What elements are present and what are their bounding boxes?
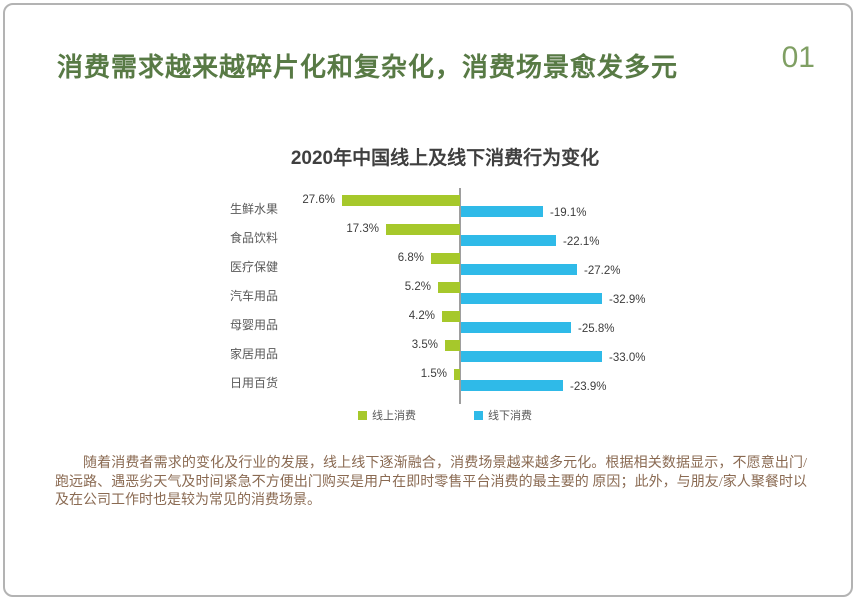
offline-bar: [461, 322, 571, 333]
online-value-label: 3.5%: [411, 339, 438, 351]
category-label: 食品饮料: [230, 231, 279, 245]
chart-title: 2020年中国线上及线下消费行为变化: [290, 148, 600, 169]
chart-legend: 线上消费 线下消费: [230, 407, 660, 423]
offline-bar: [461, 380, 563, 391]
offline-value-label: -27.2%: [584, 265, 621, 277]
online-bar: [454, 369, 460, 380]
online-value-label: 4.2%: [408, 310, 435, 322]
online-bar: [386, 224, 460, 235]
category-label: 生鲜水果: [230, 202, 279, 216]
legend-item: 线上消费: [358, 407, 416, 423]
category-label: 日用百货: [230, 376, 279, 390]
legend-item: 线下消费: [474, 407, 532, 423]
page-number: 01: [781, 41, 815, 74]
online-value-label: 27.6%: [302, 194, 335, 206]
online-value-label: 1.5%: [420, 368, 447, 380]
offline-value-label: -19.1%: [550, 207, 587, 219]
online-bar: [342, 195, 460, 206]
offline-bar: [461, 235, 556, 246]
offline-bar: [461, 351, 602, 362]
category-label: 医疗保健: [230, 260, 279, 274]
offline-value-label: -23.9%: [570, 381, 607, 393]
online-bar: [442, 311, 460, 322]
online-value-label: 17.3%: [346, 223, 379, 235]
chart-plot: 生鲜水果 27.6% -19.1% 食品饮料 17.3% -22.1% 医疗保健 6.8% -2…: [230, 188, 660, 404]
offline-value-label: -32.9%: [609, 294, 646, 306]
online-bar: [438, 282, 460, 293]
category-label: 汽车用品: [230, 289, 279, 303]
category-label: 家居用品: [230, 347, 279, 361]
chart-axis-line: [459, 188, 461, 404]
body-paragraph: 随着消费者需求的变化及行业的发展，线上线下逐渐融合，消费场景越来越多元化。根据相…: [55, 456, 807, 508]
online-value-label: 6.8%: [397, 252, 424, 264]
slide-title: 消费需求越来越碎片化和复杂化，消费场景愈发多元: [57, 53, 679, 82]
online-bar: [445, 340, 460, 351]
legend-label: 线下消费: [488, 410, 532, 422]
online-value-label: 5.2%: [404, 281, 431, 293]
offline-value-label: -25.8%: [578, 323, 615, 335]
legend-label: 线上消费: [372, 410, 416, 422]
offline-bar: [461, 264, 577, 275]
category-label: 母婴用品: [230, 318, 279, 332]
offline-value-label: -33.0%: [609, 352, 646, 364]
slide: 01 消费需求越来越碎片化和复杂化，消费场景愈发多元 2020年中国线上及线下消…: [3, 3, 853, 597]
offline-bar: [461, 206, 543, 217]
offline-bar: [461, 293, 602, 304]
legend-swatch-icon: [474, 410, 483, 420]
legend-swatch-icon: [358, 410, 367, 420]
online-bar: [431, 253, 460, 264]
offline-value-label: -22.1%: [563, 236, 600, 248]
